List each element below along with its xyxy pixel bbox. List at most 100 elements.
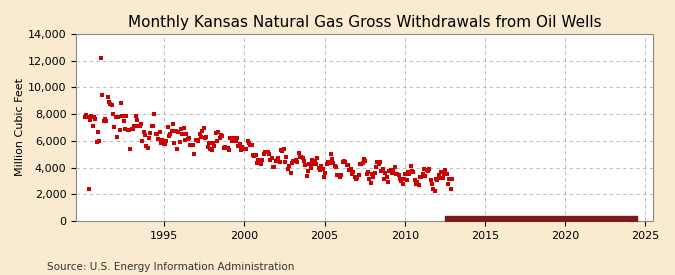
Point xyxy=(101,119,111,123)
Point xyxy=(106,103,117,107)
Point xyxy=(377,166,388,171)
Point xyxy=(213,130,224,134)
Point xyxy=(364,177,375,182)
Point xyxy=(353,172,364,177)
Point xyxy=(88,124,99,128)
Point xyxy=(111,134,122,139)
Point xyxy=(161,139,171,144)
Point xyxy=(192,138,202,142)
Point xyxy=(433,173,444,178)
Point xyxy=(385,168,396,173)
Point xyxy=(85,118,96,122)
Point xyxy=(215,133,226,138)
Point xyxy=(146,124,157,128)
Point xyxy=(420,174,431,179)
Point xyxy=(443,182,454,186)
Point xyxy=(81,113,92,118)
Point xyxy=(271,159,281,163)
Point xyxy=(107,112,118,116)
Point xyxy=(421,168,432,172)
Point xyxy=(294,155,305,160)
Point xyxy=(94,139,105,143)
Point xyxy=(256,162,267,166)
Point xyxy=(346,172,357,177)
Point xyxy=(281,154,292,159)
Point xyxy=(244,141,254,145)
Point xyxy=(412,180,423,185)
Point xyxy=(329,163,340,168)
Point xyxy=(380,171,391,175)
Point xyxy=(194,132,205,137)
Point xyxy=(424,167,435,171)
Point xyxy=(327,157,338,161)
Point xyxy=(103,100,114,104)
Point xyxy=(249,153,260,158)
Point xyxy=(124,128,134,132)
Point xyxy=(417,172,428,176)
Point xyxy=(275,160,286,164)
Point xyxy=(409,178,420,182)
Point xyxy=(315,168,325,172)
Point xyxy=(184,136,194,140)
Point xyxy=(388,169,399,173)
Point xyxy=(171,147,182,152)
Point xyxy=(439,172,450,176)
Point xyxy=(221,146,232,150)
Point xyxy=(342,163,353,167)
Point xyxy=(97,93,107,98)
Point xyxy=(357,161,368,165)
Point xyxy=(250,153,261,158)
Point xyxy=(238,147,249,151)
Point xyxy=(154,130,165,134)
Point xyxy=(373,161,384,166)
Point xyxy=(202,145,213,149)
Point xyxy=(288,159,298,164)
Point xyxy=(313,166,324,170)
Point xyxy=(352,176,362,180)
Point xyxy=(305,166,316,170)
Point xyxy=(211,131,221,136)
Point xyxy=(321,162,332,166)
Point xyxy=(138,130,149,134)
Point xyxy=(319,175,329,179)
Point xyxy=(331,165,342,169)
Point xyxy=(339,159,350,164)
Point xyxy=(335,174,346,179)
Point xyxy=(118,119,129,123)
Point xyxy=(285,170,296,175)
Point xyxy=(102,95,113,99)
Point xyxy=(399,177,410,182)
Point xyxy=(297,156,308,161)
Point xyxy=(416,175,427,179)
Point xyxy=(368,174,379,179)
Point xyxy=(267,156,277,160)
Point xyxy=(447,177,458,182)
Point xyxy=(269,165,280,169)
Point xyxy=(166,129,177,133)
Point xyxy=(268,165,279,169)
Point xyxy=(340,160,351,164)
Point xyxy=(165,131,176,136)
Point xyxy=(173,130,184,134)
Point xyxy=(226,139,237,143)
Point xyxy=(344,168,354,172)
Point xyxy=(155,141,166,145)
Point xyxy=(151,132,162,137)
Point xyxy=(375,160,385,164)
Point xyxy=(293,151,304,156)
Point xyxy=(233,144,244,148)
Point xyxy=(84,187,95,191)
Point xyxy=(276,147,287,152)
Point xyxy=(320,171,331,175)
Point xyxy=(298,158,309,163)
Point xyxy=(405,164,416,168)
Point xyxy=(282,166,293,171)
Point xyxy=(310,162,321,167)
Point xyxy=(259,152,269,156)
Point xyxy=(398,182,408,186)
Point xyxy=(170,129,181,133)
Point xyxy=(358,157,369,162)
Point xyxy=(117,114,128,118)
Point xyxy=(444,177,455,182)
Point xyxy=(223,147,234,152)
